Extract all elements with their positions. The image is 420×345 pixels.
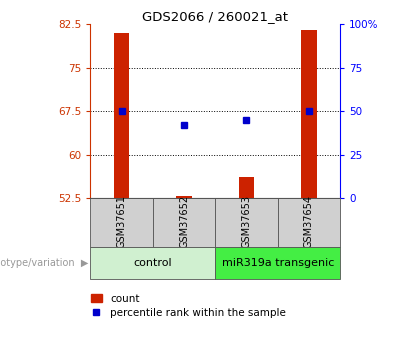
Title: GDS2066 / 260021_at: GDS2066 / 260021_at [142, 10, 288, 23]
Text: GSM37653: GSM37653 [241, 195, 252, 248]
Text: control: control [134, 258, 172, 268]
Bar [215, 247, 340, 279]
Text: GSM37654: GSM37654 [304, 195, 314, 248]
Bar [301, 30, 317, 198]
Bar [153, 198, 215, 247]
Text: miR319a transgenic: miR319a transgenic [221, 258, 334, 268]
Bar [215, 198, 278, 247]
Bar [114, 33, 129, 198]
Bar [278, 198, 340, 247]
Legend: count, percentile rank within the sample: count, percentile rank within the sample [89, 292, 288, 320]
Text: genotype/variation  ▶: genotype/variation ▶ [0, 258, 89, 268]
Bar [90, 247, 215, 279]
Bar [239, 177, 254, 198]
Text: GSM37651: GSM37651 [116, 195, 126, 248]
Bar [176, 196, 192, 198]
Text: GSM37652: GSM37652 [179, 195, 189, 248]
Bar [90, 198, 153, 247]
